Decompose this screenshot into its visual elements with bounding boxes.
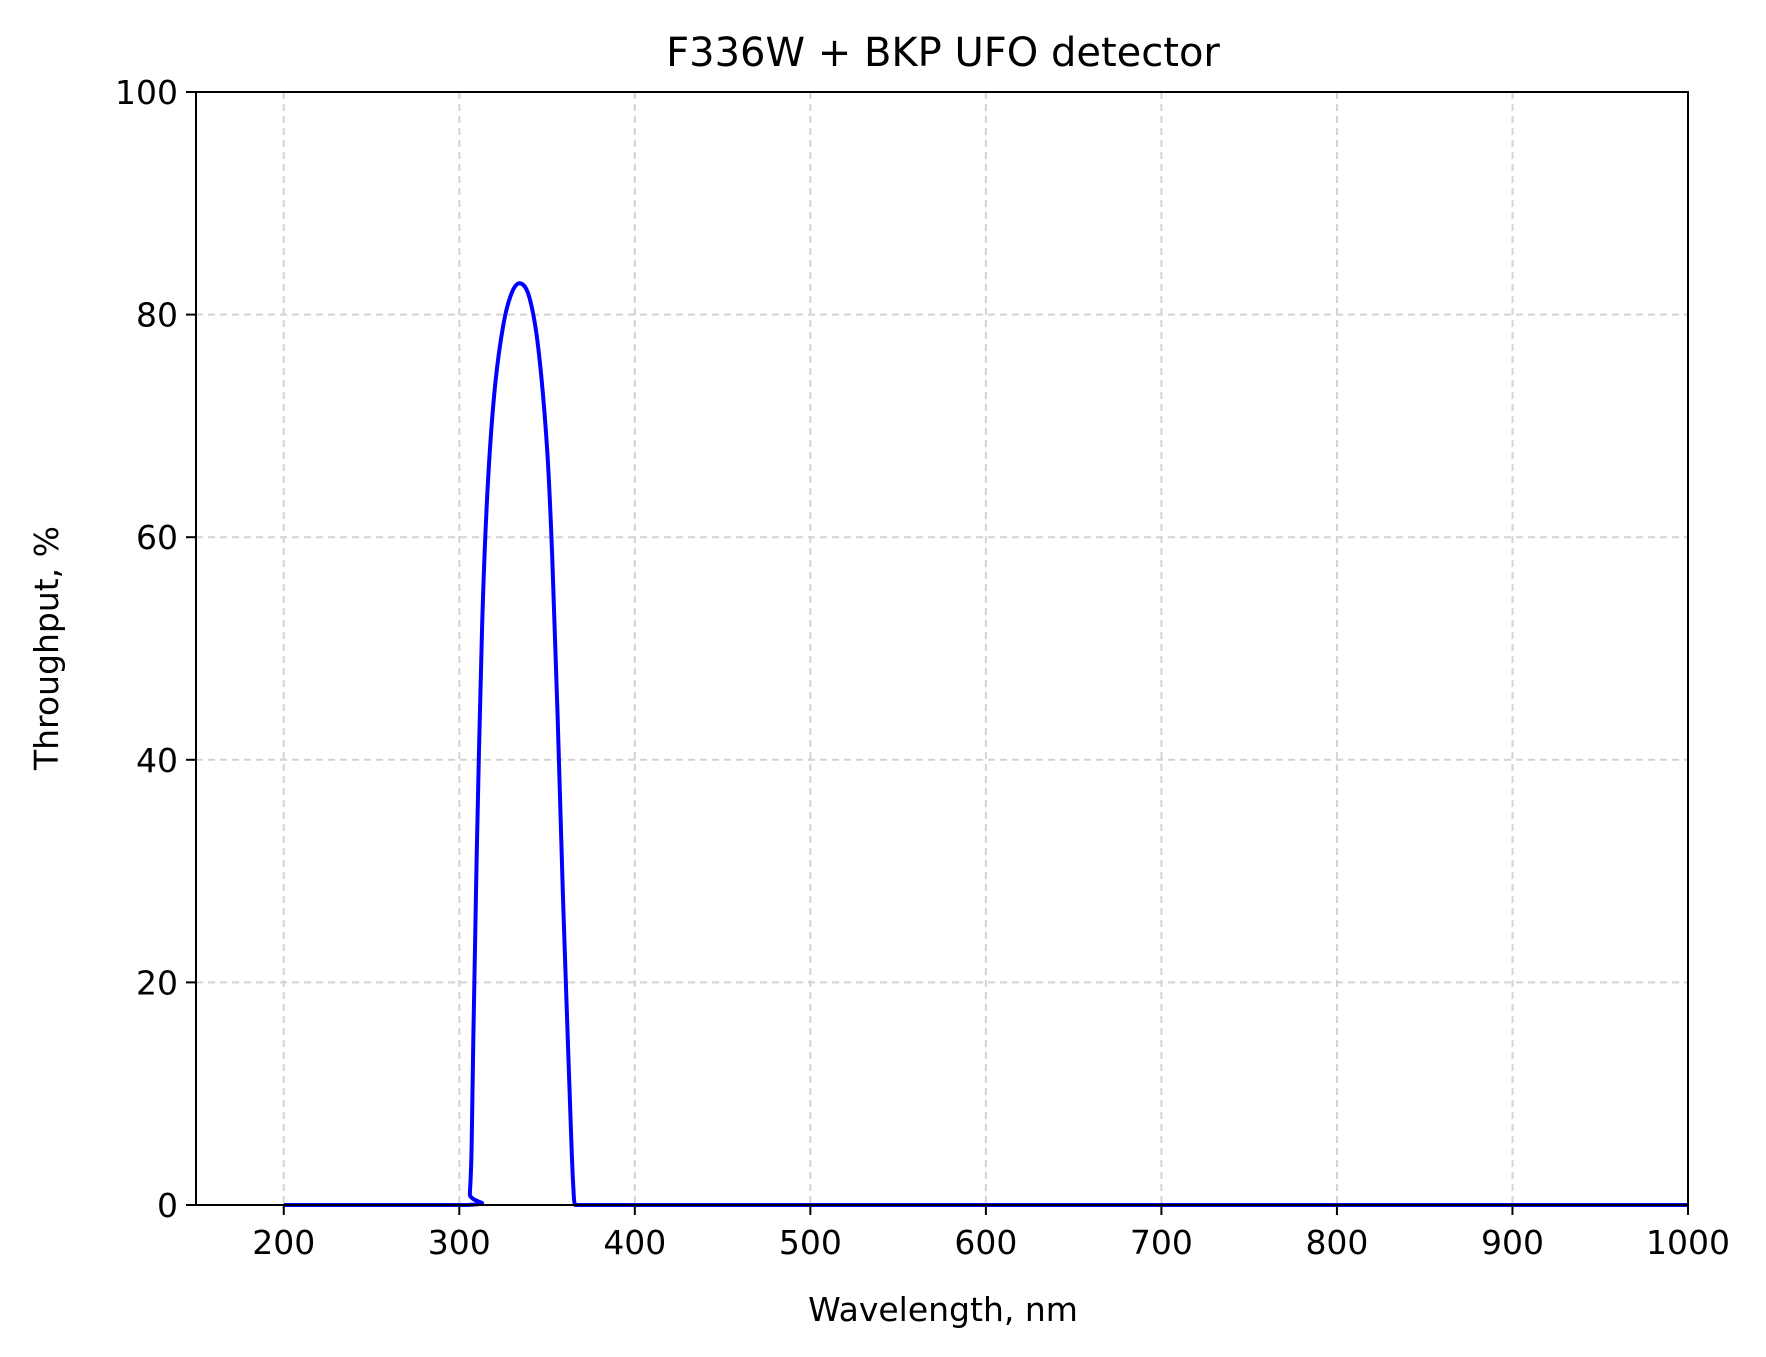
- x-tick-label: 1000: [1646, 1223, 1730, 1262]
- x-tick-label: 300: [428, 1223, 491, 1262]
- chart-title: F336W + BKP UFO detector: [666, 30, 1220, 76]
- y-axis-label: Throughput, %: [27, 526, 66, 771]
- x-tick-label: 600: [954, 1223, 1017, 1262]
- x-tick-label: 500: [779, 1223, 842, 1262]
- y-tick-label: 60: [136, 518, 178, 557]
- grid: [196, 92, 1689, 1205]
- x-tick-label: 400: [603, 1223, 666, 1262]
- y-tick-label: 40: [136, 741, 178, 780]
- x-tick-label: 800: [1305, 1223, 1368, 1262]
- y-tick-label: 100: [115, 73, 178, 112]
- y-tick-label: 80: [136, 296, 178, 335]
- ticks: 200 300 400 500 600 700 800 900 1000 0 20 40 60 80 100: [115, 73, 1730, 1262]
- y-tick-label: 0: [157, 1186, 178, 1225]
- x-tick-label: 200: [252, 1223, 315, 1262]
- plot-frame: [195, 91, 1689, 1206]
- x-tick-label: 900: [1481, 1223, 1544, 1262]
- x-axis-label: Wavelength, nm: [808, 1290, 1078, 1329]
- x-tick-label: 700: [1130, 1223, 1193, 1262]
- y-tick-label: 20: [136, 963, 178, 1002]
